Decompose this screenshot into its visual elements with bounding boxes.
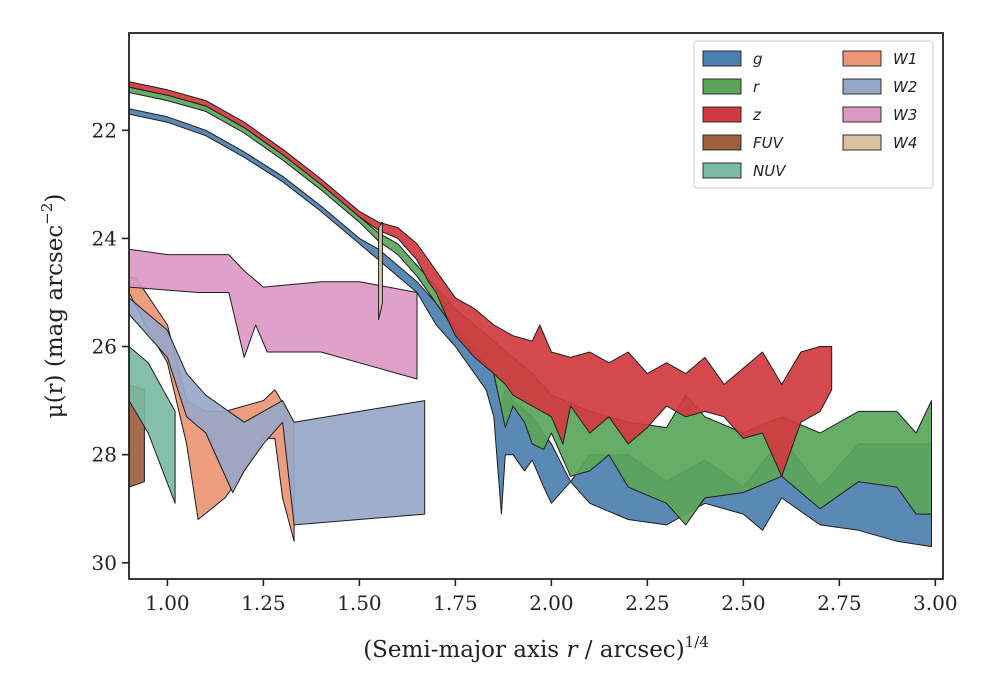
y-tick-label: 26 [92, 335, 117, 359]
x-tick-label: 1.75 [433, 591, 478, 615]
legend-swatch-g [702, 50, 742, 67]
x-tick-label: 1.25 [241, 591, 286, 615]
y-tick-label: 24 [92, 226, 117, 250]
legend-swatch-w1 [842, 50, 882, 67]
series-layer [129, 81, 932, 548]
legend-box [693, 40, 934, 189]
y-tick-label: 30 [92, 551, 117, 575]
legend-label-w3: W3 [893, 106, 917, 124]
y-tick-label: 28 [92, 443, 117, 467]
ticks-layer: 1.00 1.25 1.50 1.75 2.00 2.25 2.50 2.75 3.00 22 24… [92, 118, 958, 615]
x-tick-label: 1.50 [337, 591, 382, 615]
legend-label-g: g [753, 50, 763, 68]
y-tick-label: 22 [92, 118, 117, 142]
x-tick-label: 2.50 [721, 591, 766, 615]
x-axis-label: (Semi-major axis r / arcsec)1/4 [363, 633, 709, 663]
legend-label-r: r [753, 78, 760, 96]
legend-swatch-nuv [702, 162, 742, 179]
x-tick-label: 3.00 [913, 591, 958, 615]
legend-label-nuv: NUV [753, 162, 787, 180]
x-tick-label: 1.00 [145, 591, 190, 615]
legend-swatch-fuv [702, 134, 742, 151]
legend-swatch-r [702, 78, 742, 95]
legend-label-w4: W4 [893, 134, 917, 152]
legend: grz FUV NUV W1 W2 W3 W4 [693, 40, 934, 189]
band-w4 [378, 221, 383, 320]
x-tick-label: 2.25 [625, 591, 670, 615]
plot-frame [128, 32, 944, 580]
legend-label-w1: W1 [893, 50, 917, 68]
legend-swatch-w4 [842, 134, 882, 151]
legend-label-z: z [752, 106, 762, 124]
legend-swatch-w2 [842, 78, 882, 95]
band-nuv [129, 346, 176, 504]
band-w2 [129, 297, 426, 526]
x-tick-label: 2.75 [817, 591, 862, 615]
legend-label-fuv: FUV [753, 134, 785, 152]
band-z [129, 81, 833, 477]
legend-swatch-w3 [842, 106, 882, 123]
y-axis-label: μ(r) (mag arcsec−2) [38, 194, 68, 419]
legend-swatch-z [702, 106, 742, 123]
legend-label-w2: W2 [893, 78, 917, 96]
band-w3 [129, 248, 418, 380]
x-tick-label: 2.00 [529, 591, 574, 615]
